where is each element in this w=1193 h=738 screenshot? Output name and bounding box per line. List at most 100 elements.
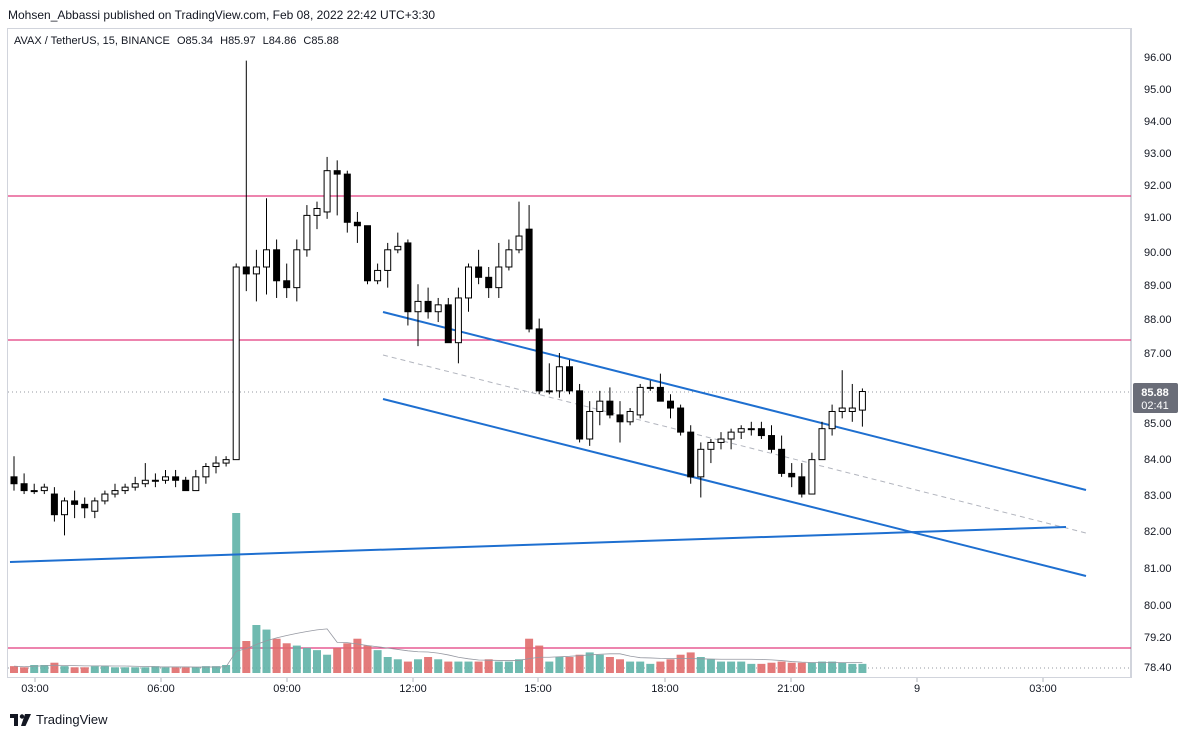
- volume-bar: [757, 663, 766, 673]
- y-axis-tick-label: 94.00: [1144, 116, 1172, 128]
- y-axis-tick-label: 81.00: [1144, 563, 1172, 575]
- candle-body: [828, 410, 836, 430]
- candle: [566, 359, 573, 395]
- candle: [252, 249, 260, 302]
- candle: [394, 232, 402, 254]
- candle-body: [141, 479, 149, 485]
- candle-body: [454, 297, 462, 344]
- volume-bar: [383, 657, 392, 673]
- candle-body: [626, 410, 634, 423]
- candle: [475, 249, 483, 285]
- candle: [141, 463, 149, 488]
- candle: [838, 370, 846, 419]
- candle-body: [465, 266, 472, 299]
- volume-bar: [777, 661, 786, 673]
- volume-bar: [191, 667, 200, 673]
- candle-body: [121, 486, 129, 492]
- candle: [778, 435, 786, 477]
- legend-low: L84.86: [262, 35, 297, 47]
- candle-body: [151, 479, 159, 482]
- volume-bar: [323, 654, 332, 673]
- legend-symbol: AVAX / TetherUS, 15, BINANCE: [14, 35, 170, 47]
- candle-body: [91, 500, 99, 512]
- volume-bar: [100, 666, 109, 673]
- candle: [111, 483, 119, 498]
- volume-bar: [646, 663, 655, 673]
- chart-frame: [7, 28, 1131, 678]
- volume-bar: [363, 645, 372, 673]
- candle-body: [61, 500, 68, 516]
- candle-body: [283, 280, 291, 289]
- x-axis-tick-label: 03:00: [1029, 683, 1057, 695]
- candle: [646, 380, 654, 391]
- volume-bar: [444, 661, 453, 673]
- volume-bar: [696, 657, 705, 673]
- volume-bar: [90, 666, 99, 673]
- candle: [30, 483, 38, 495]
- y-axis-tick-label: 91.00: [1144, 212, 1172, 224]
- candle: [202, 463, 210, 484]
- candle: [747, 421, 755, 436]
- y-axis-tick-label: 89.00: [1144, 280, 1172, 292]
- footer-brand: TradingView: [36, 712, 108, 727]
- candle: [182, 476, 190, 492]
- volume-bar: [50, 662, 59, 673]
- candle-body: [848, 407, 856, 412]
- candle: [485, 267, 493, 298]
- volume-bar: [616, 659, 624, 673]
- x-axis-tick-label: 09:00: [273, 683, 301, 695]
- current-price-label: 85.88: [1141, 387, 1169, 399]
- candle-body: [737, 428, 745, 433]
- candle-body: [242, 266, 250, 275]
- candle-body: [677, 407, 685, 433]
- volume-bar: [333, 647, 342, 673]
- candle: [596, 390, 604, 426]
- candle: [162, 469, 169, 484]
- candle-body: [586, 410, 594, 440]
- volume-bar: [292, 645, 301, 673]
- volume-bar: [40, 665, 49, 673]
- candle-body: [505, 249, 513, 268]
- volume-bar: [454, 661, 463, 673]
- candle: [687, 425, 695, 484]
- volume-bar: [464, 661, 473, 673]
- candle-body: [364, 225, 371, 282]
- volume-bar: [727, 661, 736, 673]
- channel-lower-line: [382, 398, 1087, 577]
- candle-body: [525, 228, 533, 330]
- footer[interactable]: TradingView: [10, 712, 108, 727]
- volume-bar: [161, 667, 170, 673]
- volume-bar: [626, 661, 635, 673]
- candle: [384, 242, 392, 288]
- candle-body: [384, 249, 392, 271]
- candle-body: [414, 300, 422, 313]
- candle-body: [576, 390, 584, 440]
- legend-close: C85.88: [303, 35, 339, 47]
- candle-body: [485, 276, 493, 289]
- candle-body: [343, 173, 351, 223]
- candle: [707, 439, 715, 464]
- volume-bar: [555, 657, 564, 673]
- candle-body: [40, 486, 48, 492]
- volume-bar: [393, 659, 402, 673]
- candle: [151, 473, 159, 488]
- x-axis-tick-label: 03:00: [21, 683, 49, 695]
- volume-bar: [30, 665, 39, 673]
- candle-body: [71, 500, 79, 505]
- y-axis-tick-label: 80.00: [1144, 600, 1172, 612]
- volume-bar: [171, 667, 180, 673]
- candle: [788, 463, 796, 488]
- candle-body: [768, 435, 775, 450]
- x-axis-tick-label: 9: [914, 683, 920, 695]
- candle-body: [50, 493, 58, 516]
- price-scale-border: [1131, 28, 1132, 678]
- candle-body: [808, 459, 816, 495]
- candle-body: [757, 428, 765, 437]
- volume-bar: [242, 641, 251, 673]
- volume-bar: [656, 661, 665, 673]
- volume-bar: [666, 659, 675, 673]
- candle-body: [697, 448, 705, 478]
- volume-bar: [80, 667, 89, 673]
- candle: [303, 205, 311, 257]
